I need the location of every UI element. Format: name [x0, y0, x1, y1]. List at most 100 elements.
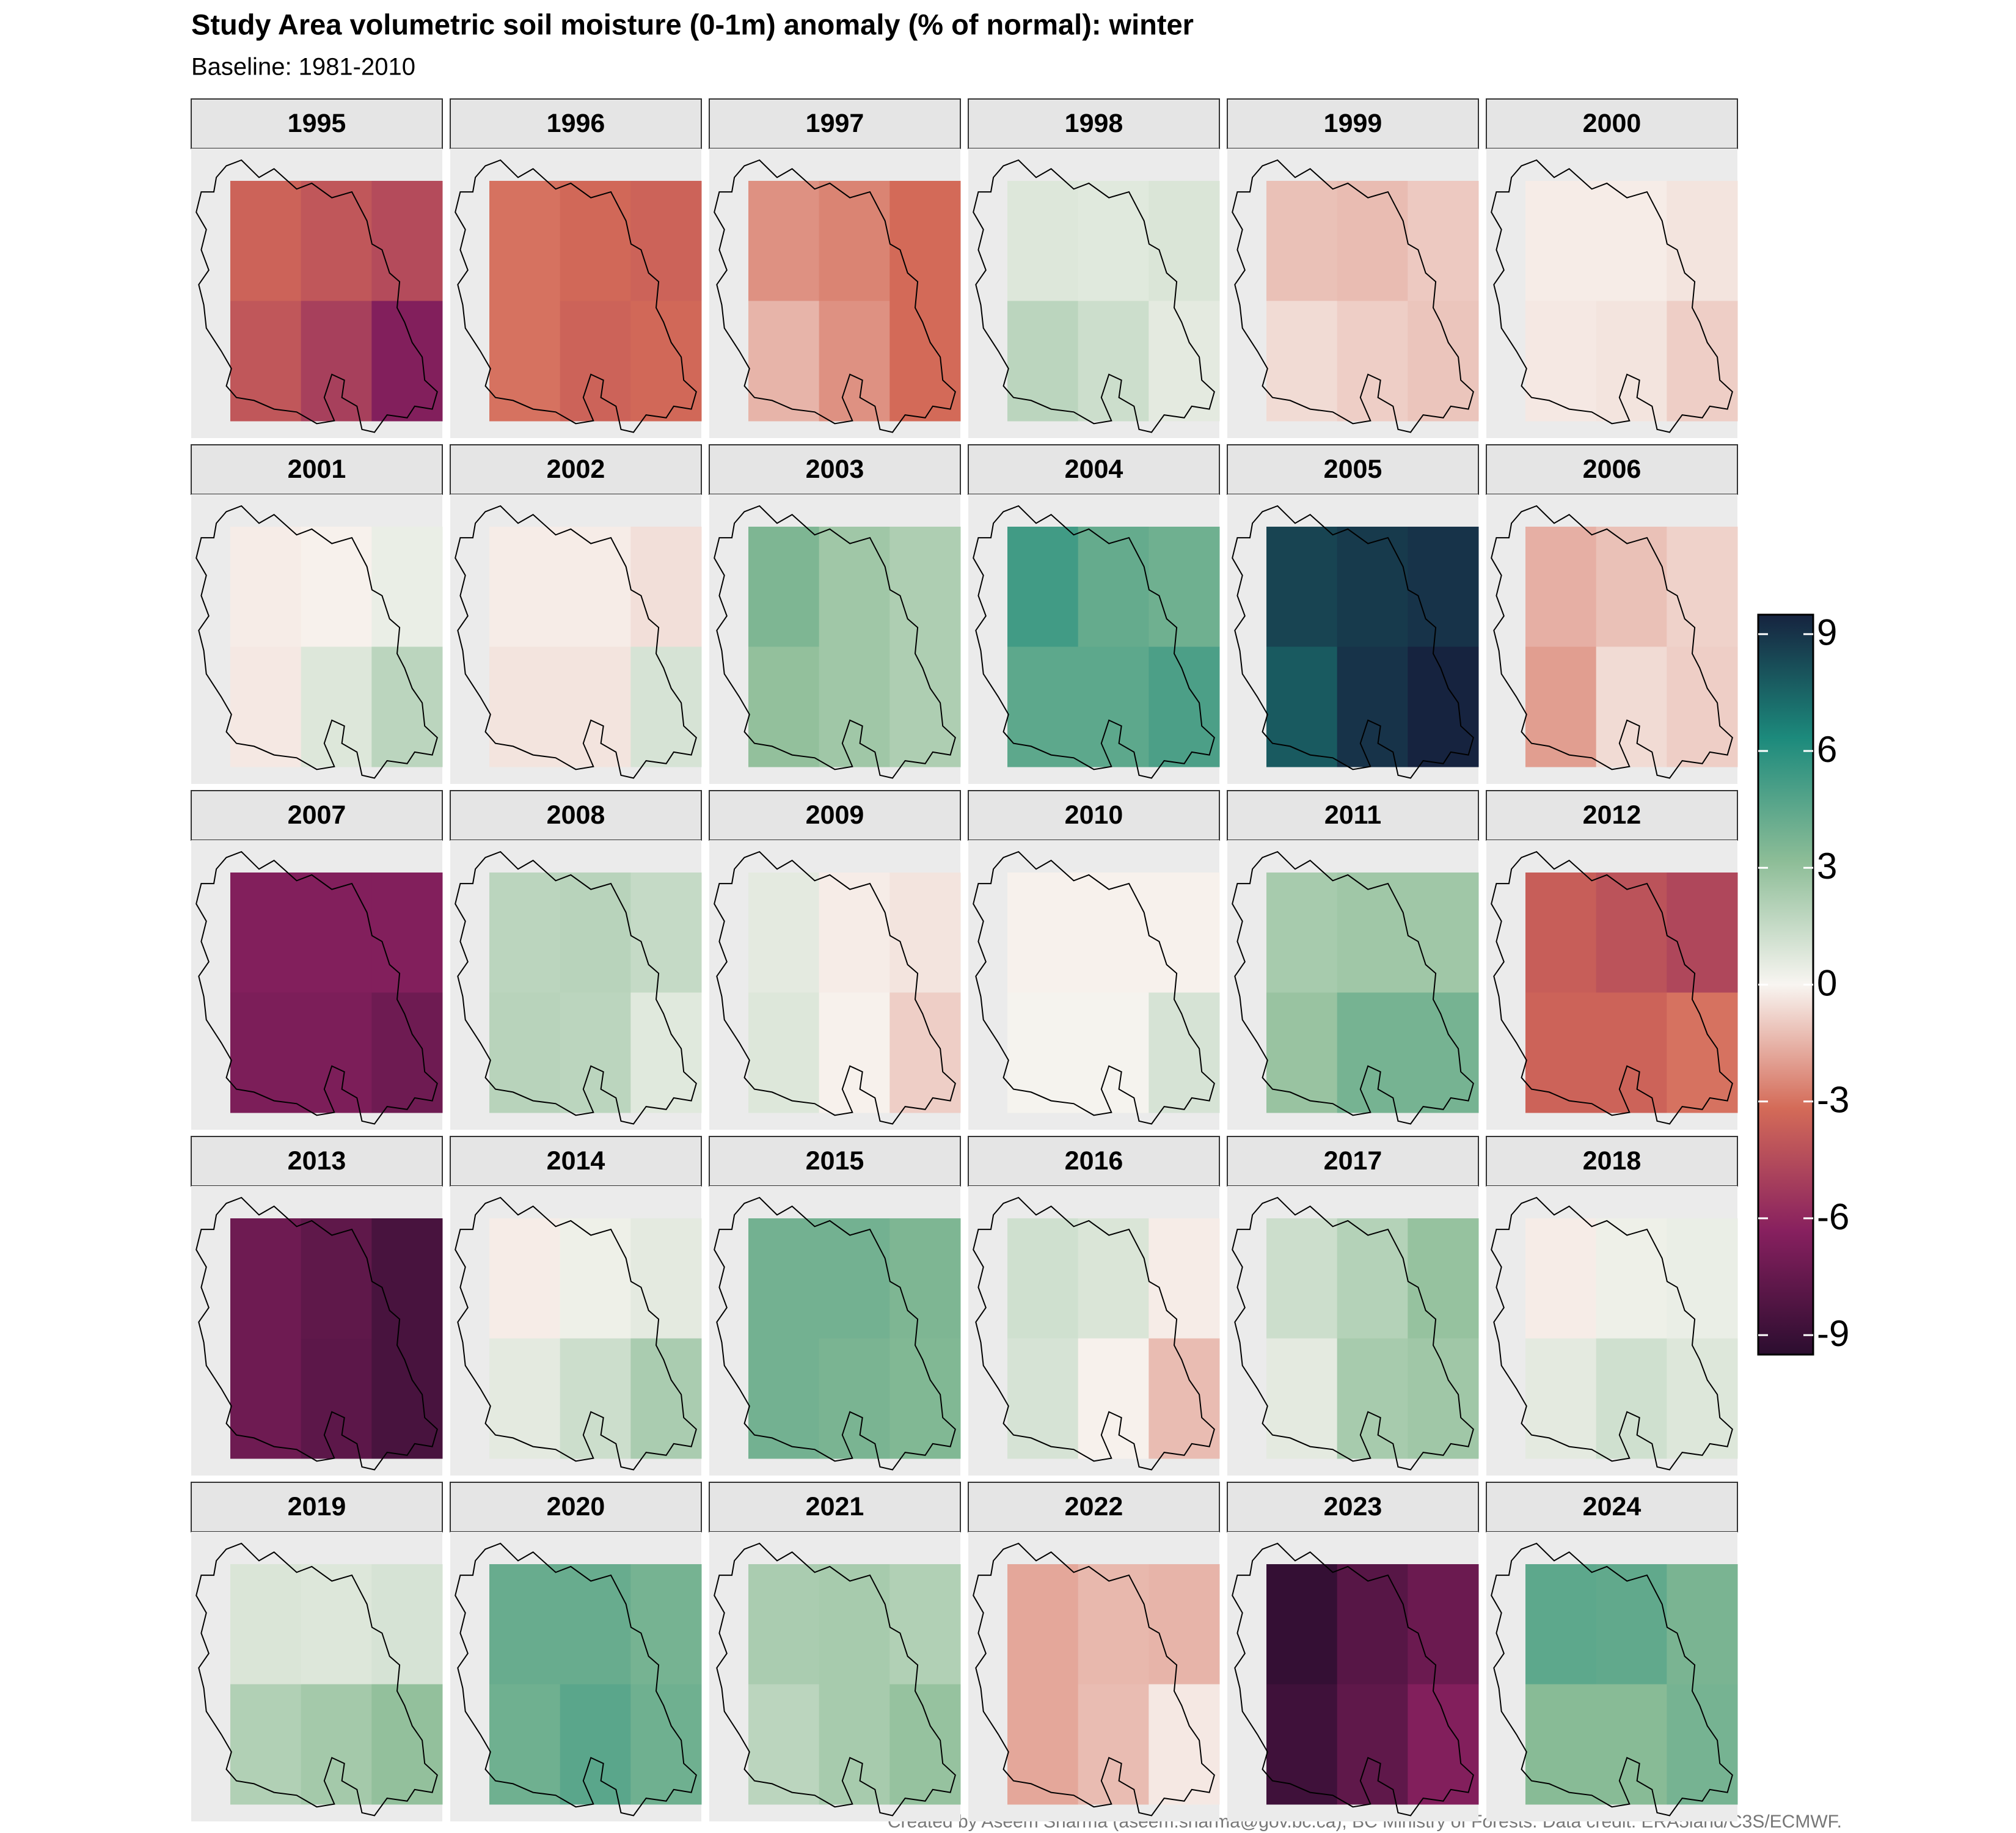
cell — [489, 1218, 561, 1339]
cell — [230, 1338, 302, 1459]
cell — [1007, 646, 1079, 767]
cell — [1596, 992, 1667, 1113]
facet: 2012 — [1486, 790, 1738, 1130]
cell — [1078, 1218, 1149, 1339]
cell — [819, 1218, 890, 1339]
cell — [1525, 992, 1597, 1113]
cell — [1408, 873, 1479, 993]
cell — [630, 527, 702, 647]
cell — [230, 527, 302, 647]
facet: 2000 — [1486, 98, 1738, 438]
cell — [1337, 873, 1408, 993]
strip-label: 2021 — [806, 1492, 864, 1521]
cell — [489, 301, 561, 422]
strip — [1227, 1482, 1479, 1532]
boundary — [1232, 1196, 1474, 1471]
boundary — [1491, 1196, 1733, 1471]
cell — [1337, 992, 1408, 1113]
facet: 2011 — [1227, 790, 1479, 1130]
cell — [489, 1684, 561, 1805]
boundary — [973, 851, 1215, 1125]
cell — [230, 301, 302, 422]
facet: 2010 — [968, 790, 1220, 1130]
boundary — [1491, 505, 1733, 779]
strip — [968, 1482, 1220, 1532]
cell — [489, 181, 561, 301]
cell — [560, 1684, 631, 1805]
strip-label: 2004 — [1065, 455, 1123, 484]
cell — [371, 301, 443, 422]
facet: 1998 — [968, 98, 1220, 438]
cell — [1149, 1564, 1220, 1685]
cell — [889, 646, 961, 767]
cell — [1596, 1338, 1667, 1459]
facet: 2021 — [709, 1482, 961, 1821]
strip — [191, 1482, 443, 1532]
cell — [560, 1338, 631, 1459]
facet: 1995 — [191, 98, 443, 438]
cell — [1266, 992, 1338, 1113]
boundary — [1232, 159, 1474, 433]
cell — [819, 1684, 890, 1805]
cell — [1007, 1338, 1079, 1459]
facet: 2003 — [709, 444, 961, 784]
cell — [1337, 1684, 1408, 1805]
cell — [560, 992, 631, 1113]
strip-label: 2001 — [288, 455, 346, 484]
cell — [1596, 1564, 1667, 1685]
cell — [371, 1338, 443, 1459]
strip-label: 2005 — [1324, 455, 1382, 484]
cell — [301, 1564, 372, 1685]
strip — [450, 98, 702, 149]
colorbar-tick-label: -6 — [1817, 1196, 1849, 1237]
cell — [889, 873, 961, 993]
cell — [630, 992, 702, 1113]
cell — [1078, 1338, 1149, 1459]
cell — [230, 1684, 302, 1805]
cell — [889, 992, 961, 1113]
cell — [630, 646, 702, 767]
boundary — [1491, 851, 1733, 1125]
boundary — [455, 505, 697, 779]
cell — [1078, 301, 1149, 422]
cell — [889, 1564, 961, 1685]
cell — [630, 181, 702, 301]
cell — [371, 1218, 443, 1339]
strip-label: 2017 — [1324, 1146, 1382, 1176]
cell — [1007, 1218, 1079, 1339]
cell — [630, 1684, 702, 1805]
cell — [1596, 181, 1667, 301]
cell — [1266, 873, 1338, 993]
cell — [1667, 527, 1738, 647]
cell — [1007, 873, 1079, 993]
colorbar-tick-label: 0 — [1817, 962, 1837, 1003]
facet: 2007 — [191, 790, 443, 1130]
strip-label: 2008 — [547, 800, 605, 830]
strip — [1486, 790, 1738, 841]
cell — [748, 1218, 820, 1339]
boundary — [455, 159, 697, 433]
strip-label: 2010 — [1065, 800, 1123, 830]
facet: 2016 — [968, 1136, 1220, 1476]
strip-label: 1997 — [806, 109, 864, 138]
cell — [1408, 992, 1479, 1113]
cell — [889, 1218, 961, 1339]
strip — [1227, 98, 1479, 149]
cell — [748, 181, 820, 301]
cell — [1667, 1338, 1738, 1459]
cell — [1667, 1564, 1738, 1685]
cell — [1266, 646, 1338, 767]
cell — [1266, 527, 1338, 647]
cell — [1007, 301, 1079, 422]
facet: 1999 — [1227, 98, 1479, 438]
boundary — [714, 505, 956, 779]
cell — [489, 527, 561, 647]
cell — [748, 1338, 820, 1459]
cell — [1596, 1218, 1667, 1339]
facet: 2001 — [191, 444, 443, 784]
cell — [1149, 1218, 1220, 1339]
strip — [450, 790, 702, 841]
cell — [748, 873, 820, 993]
cell — [1266, 1684, 1338, 1805]
cell — [560, 1564, 631, 1685]
